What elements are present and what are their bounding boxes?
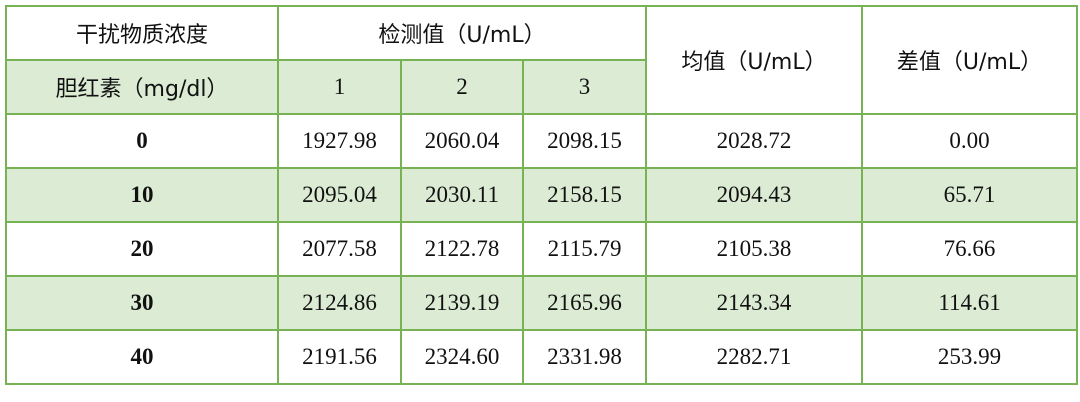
value-cell: 2324.60 — [400, 329, 524, 385]
substance-header: 胆红素（mg/dl） — [5, 59, 279, 115]
header-row-1: 干扰物质浓度 检测值（U/mL） 均值（U/mL） 差值（U/mL） — [5, 5, 1079, 115]
value-cell: 2139.19 — [400, 275, 524, 331]
replicate-header: 3 — [521, 59, 648, 115]
value-cell: 2030.11 — [400, 167, 524, 223]
diff-cell: 253.99 — [861, 329, 1079, 385]
mean-cell: 2028.72 — [645, 113, 864, 169]
value-cell: 2095.04 — [277, 167, 402, 223]
value-cell: 2191.56 — [277, 329, 402, 385]
table-row: 40 2191.56 2324.60 2331.98 2282.71 253.99 — [5, 329, 1079, 385]
concentration-cell: 0 — [5, 113, 279, 169]
diff-cell: 0.00 — [861, 113, 1079, 169]
concentration-cell: 40 — [5, 329, 279, 385]
diff-cell: 114.61 — [861, 275, 1079, 331]
table-row: 30 2124.86 2139.19 2165.96 2143.34 114.61 — [5, 275, 1079, 331]
value-cell: 2077.58 — [277, 221, 402, 277]
value-cell: 2165.96 — [521, 275, 648, 331]
diff-cell: 76.66 — [861, 221, 1079, 277]
interference-table: 干扰物质浓度 检测值（U/mL） 均值（U/mL） 差值（U/mL） 胆红素（m… — [5, 5, 1079, 385]
replicate-header: 2 — [400, 59, 524, 115]
mean-cell: 2282.71 — [645, 329, 864, 385]
table-row: 0 1927.98 2060.04 2098.15 2028.72 0.00 — [5, 113, 1079, 169]
value-cell: 2060.04 — [400, 113, 524, 169]
value-cell: 2122.78 — [400, 221, 524, 277]
replicate-header: 1 — [277, 59, 402, 115]
value-cell: 2098.15 — [521, 113, 648, 169]
table-row: 20 2077.58 2122.78 2115.79 2105.38 76.66 — [5, 221, 1079, 277]
value-cell: 2115.79 — [521, 221, 648, 277]
value-cell: 2331.98 — [521, 329, 648, 385]
value-cell: 1927.98 — [277, 113, 402, 169]
measured-header: 检测值（U/mL） — [276, 5, 648, 61]
table-row: 10 2095.04 2030.11 2158.15 2094.43 65.71 — [5, 167, 1079, 223]
mean-cell: 2094.43 — [645, 167, 864, 223]
diff-header: 差值（U/mL） — [861, 5, 1079, 115]
concentration-cell: 10 — [5, 167, 279, 223]
mean-header: 均值（U/mL） — [645, 5, 864, 115]
interferent-header: 干扰物质浓度 — [5, 5, 279, 61]
header-row-2: 胆红素（mg/dl） 1 2 3 — [5, 59, 1077, 115]
diff-cell: 65.71 — [861, 167, 1079, 223]
concentration-cell: 30 — [5, 275, 279, 331]
mean-cell: 2105.38 — [645, 221, 864, 277]
concentration-cell: 20 — [5, 221, 279, 277]
mean-cell: 2143.34 — [645, 275, 864, 331]
value-cell: 2158.15 — [521, 167, 648, 223]
value-cell: 2124.86 — [277, 275, 402, 331]
